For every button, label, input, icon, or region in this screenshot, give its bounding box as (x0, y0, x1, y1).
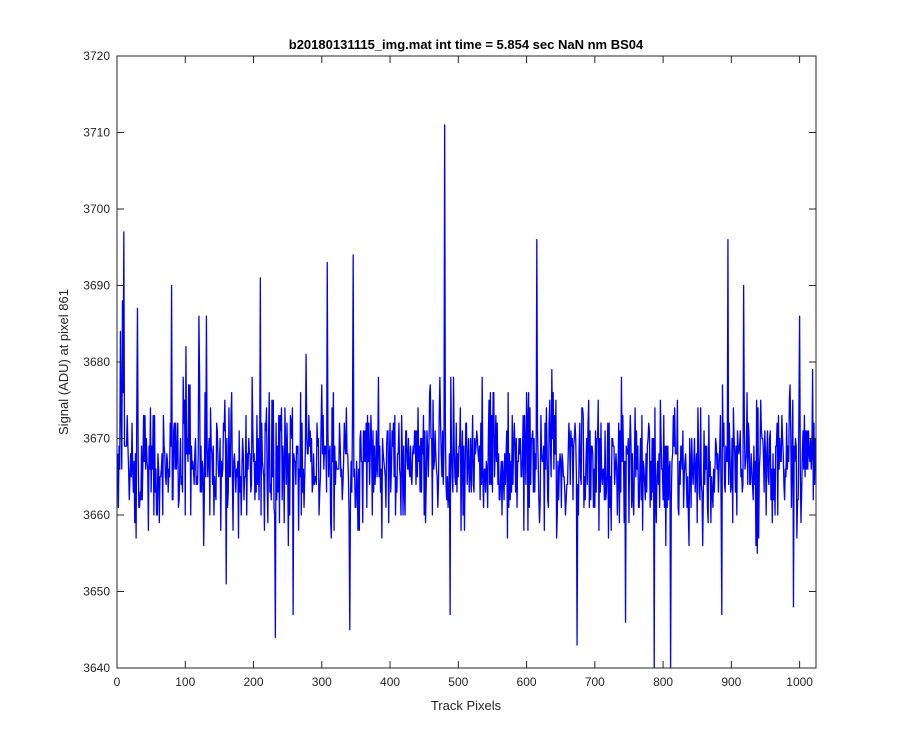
y-tick-label: 3690 (83, 279, 110, 293)
y-tick-label: 3650 (83, 585, 110, 599)
x-tick-label: 500 (448, 675, 468, 689)
x-tick-label: 200 (244, 675, 264, 689)
x-axis-title: Track Pixels (431, 698, 502, 713)
x-tick-label: 300 (312, 675, 332, 689)
x-tick-label: 400 (380, 675, 400, 689)
y-tick-label: 3720 (83, 49, 110, 63)
chart-title: b20180131115_img.mat int time = 5.854 se… (289, 37, 644, 52)
x-tick-label: 800 (653, 675, 673, 689)
x-tick-label: 900 (721, 675, 741, 689)
y-tick-label: 3670 (83, 432, 110, 446)
x-tick-label: 0 (114, 675, 121, 689)
x-axis-ticks: 0 100 200 300 400 500 600 700 800 900 1000 (114, 56, 813, 689)
y-axis-title: Signal (ADU) at pixel 861 (56, 289, 71, 435)
x-tick-label: 1000 (786, 675, 813, 689)
signal-series-line (117, 124, 816, 668)
data-layer (117, 124, 816, 668)
y-tick-label: 3640 (83, 661, 110, 675)
y-tick-label: 3680 (83, 355, 110, 369)
y-tick-label: 3710 (83, 126, 110, 140)
plot-area (117, 56, 816, 668)
y-tick-label: 3700 (83, 202, 110, 216)
x-tick-label: 700 (585, 675, 605, 689)
y-axis-ticks: 3640 3650 3660 3670 3680 3690 3700 3710 3720 (83, 49, 816, 675)
x-tick-label: 600 (517, 675, 537, 689)
x-tick-label: 100 (175, 675, 195, 689)
y-tick-label: 3660 (83, 508, 110, 522)
